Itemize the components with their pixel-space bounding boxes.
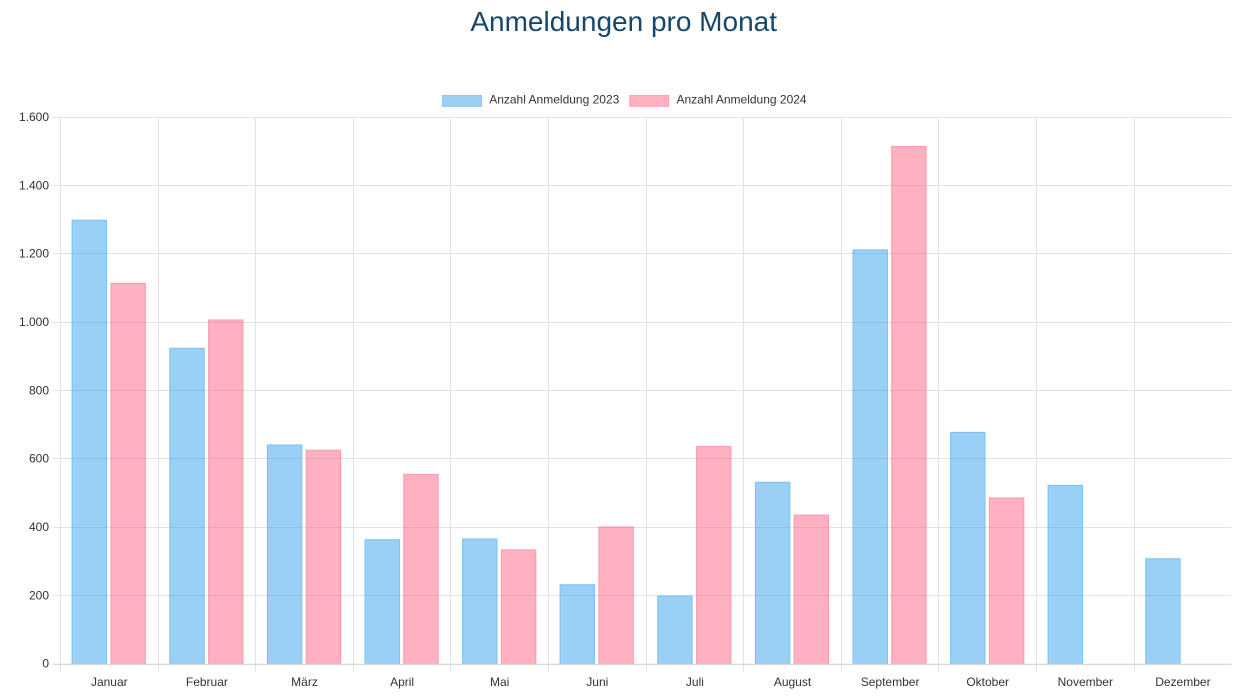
svg-text:400: 400 <box>29 520 49 534</box>
svg-text:Januar: Januar <box>91 675 128 689</box>
svg-text:Februar: Februar <box>186 675 228 689</box>
svg-text:0: 0 <box>42 657 49 671</box>
svg-text:Juni: Juni <box>586 675 608 689</box>
svg-text:600: 600 <box>29 452 49 466</box>
svg-text:August: August <box>774 675 812 689</box>
svg-text:März: März <box>291 675 318 689</box>
svg-text:800: 800 <box>29 383 49 397</box>
svg-text:Anmeldungen pro Monat: Anmeldungen pro Monat <box>470 6 777 37</box>
svg-text:Dezember: Dezember <box>1155 675 1210 689</box>
svg-text:November: November <box>1058 675 1113 689</box>
svg-text:Mai: Mai <box>490 675 509 689</box>
svg-text:200: 200 <box>29 588 49 602</box>
svg-text:Oktober: Oktober <box>966 675 1009 689</box>
svg-text:1.600: 1.600 <box>19 110 49 124</box>
svg-text:1.000: 1.000 <box>19 315 49 329</box>
svg-text:Juli: Juli <box>686 675 704 689</box>
svg-text:April: April <box>390 675 414 689</box>
svg-text:Anzahl Anmeldung 2023: Anzahl Anmeldung 2023 <box>489 93 619 107</box>
svg-text:1.200: 1.200 <box>19 247 49 261</box>
svg-text:September: September <box>861 675 920 689</box>
svg-text:Anzahl Anmeldung 2024: Anzahl Anmeldung 2024 <box>677 93 807 107</box>
svg-text:1.400: 1.400 <box>19 178 49 192</box>
